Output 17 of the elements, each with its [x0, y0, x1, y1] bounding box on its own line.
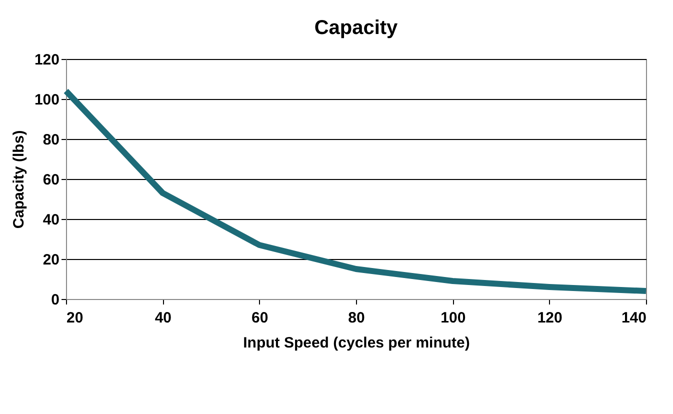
- y-tick-label: 20: [42, 252, 60, 268]
- y-tick-label: 0: [51, 292, 60, 308]
- x-tick-label: 120: [537, 310, 562, 326]
- y-tick-label: 60: [42, 172, 60, 188]
- y-axis-title: Capacity (lbs): [10, 130, 28, 229]
- x-tick-label: 80: [348, 310, 365, 326]
- x-tick-label: 60: [251, 310, 268, 326]
- x-tick-label: 20: [66, 310, 84, 326]
- chart-title: Capacity: [314, 17, 399, 39]
- y-tick-label: 120: [34, 52, 60, 68]
- y-tick-label: 40: [42, 212, 60, 228]
- y-tick-label: 80: [42, 132, 60, 148]
- x-tick-label: 140: [621, 310, 646, 326]
- x-tick-label: 100: [440, 310, 466, 326]
- x-axis-title: Input Speed (cycles per minute): [243, 334, 470, 352]
- x-tick-label: 40: [154, 310, 172, 326]
- y-tick-label: 100: [34, 92, 60, 108]
